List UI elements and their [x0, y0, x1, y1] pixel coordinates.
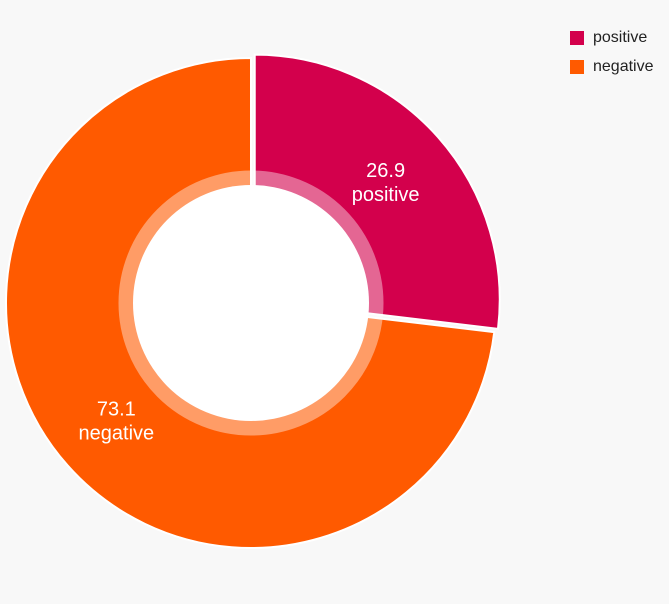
legend-swatch[interactable] [570, 31, 584, 45]
category-label: negative [79, 423, 155, 445]
category-label: positive [352, 184, 420, 206]
donut-hole [133, 185, 369, 421]
value-label: 26.9 [366, 160, 405, 182]
legend-swatch[interactable] [570, 60, 584, 74]
inner-ring [118, 170, 384, 436]
legend-label[interactable]: negative [593, 58, 654, 75]
legend-label[interactable]: positive [593, 29, 647, 46]
value-label: 73.1 [97, 399, 136, 421]
